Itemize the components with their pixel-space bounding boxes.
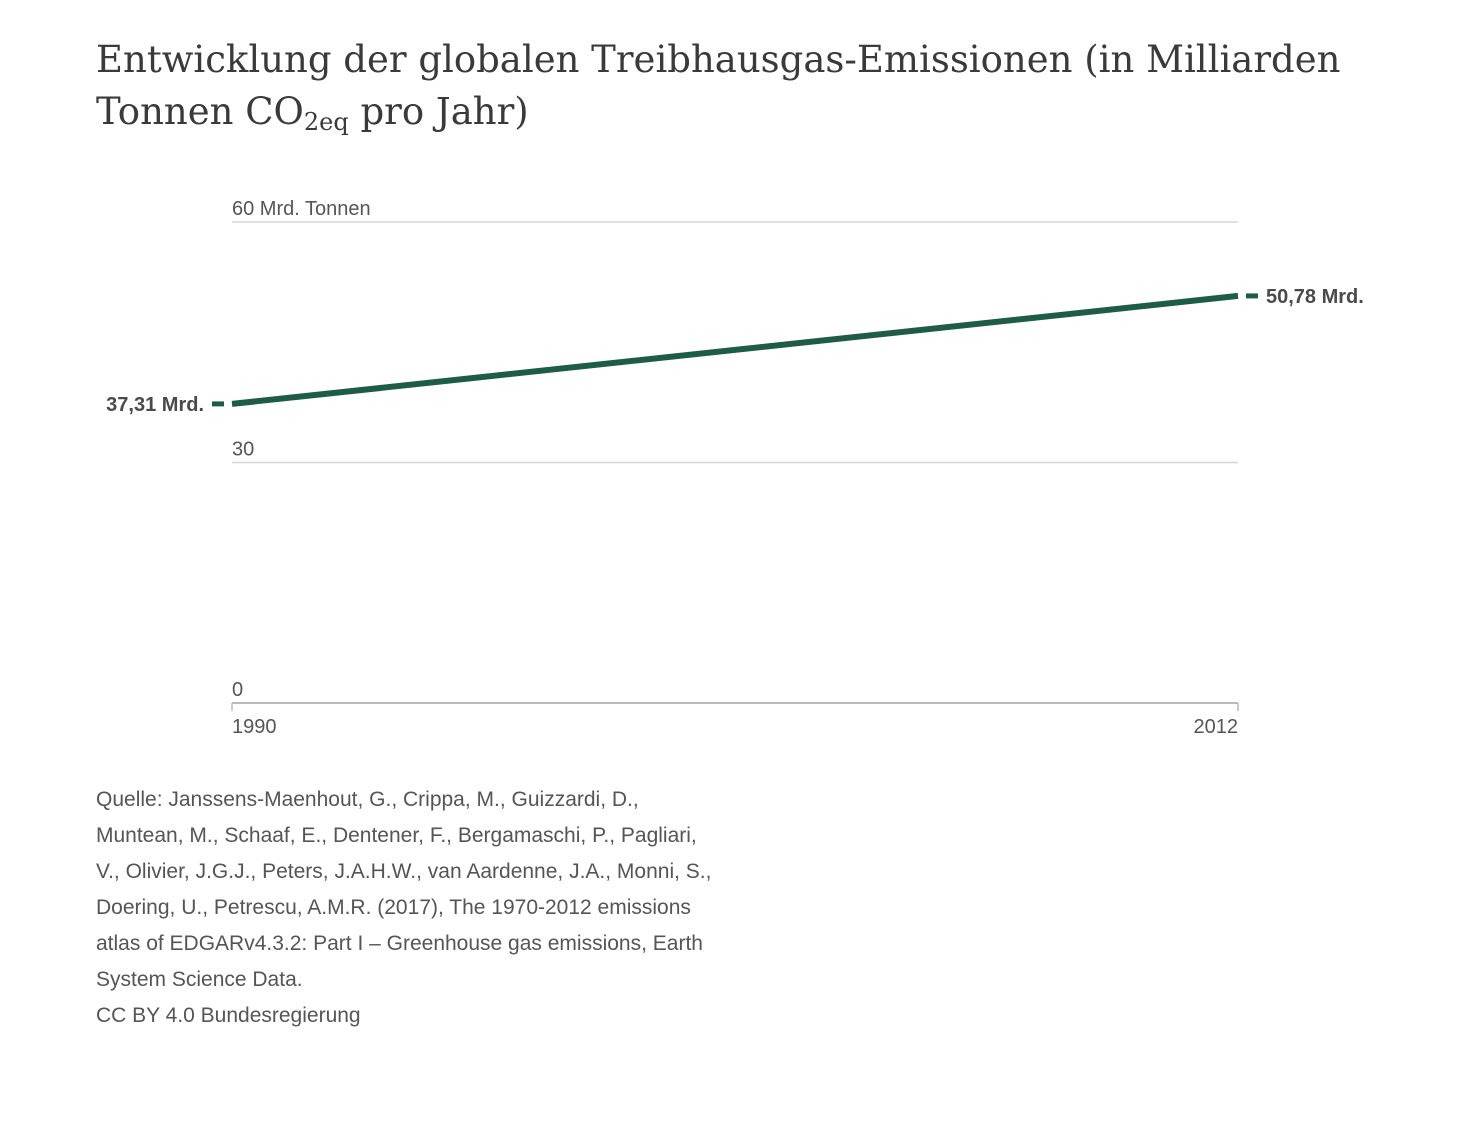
source-line: Muntean, M., Schaaf, E., Dentener, F., B…: [96, 824, 697, 847]
start-value-label: 37,31 Mrd.: [106, 394, 204, 416]
source-line: Quelle: Janssens-Maenhout, G., Crippa, M…: [96, 788, 639, 811]
line-chart: 0 30 60 Mrd. Tonnen 1990 2012 37,31 Mrd. 50,…: [106, 198, 1364, 738]
y-tick-label: 30: [232, 439, 254, 461]
chart-title-main: Entwicklung der globalen Treibhausgas-Em…: [96, 38, 1341, 133]
source-line: V., Olivier, J.G.J., Peters, J.A.H.W., v…: [96, 860, 712, 883]
series-line: [231, 292, 1239, 407]
source-line: Doering, U., Petrescu, A.M.R. (2017), Th…: [96, 896, 691, 919]
chart-title: Entwicklung der globalen Treibhausgas-Em…: [96, 34, 1396, 138]
source-note: Quelle: Janssens-Maenhout, G., Crippa, M…: [96, 782, 736, 1034]
license-text: CC BY 4.0 Bundesregierung: [96, 1004, 361, 1027]
x-tick-layer: 1990 2012: [231, 703, 1239, 738]
x-tick-label: 2012: [1194, 716, 1239, 738]
grid-layer: 0 30 60 Mrd. Tonnen: [232, 198, 1238, 704]
y-tick-label: 0: [232, 679, 243, 701]
x-tick-label: 1990: [232, 716, 277, 738]
end-value-label: 50,78 Mrd.: [1266, 286, 1364, 308]
chart-title-tail: pro Jahr): [348, 90, 529, 133]
annotation-layer: 37,31 Mrd. 50,78 Mrd.: [106, 286, 1364, 416]
source-line: System Science Data.: [96, 968, 303, 991]
series-layer: [231, 292, 1239, 407]
chart-title-subscript: 2eq: [303, 108, 349, 136]
source-line: atlas of EDGARv4.3.2: Part I – Greenhous…: [96, 932, 703, 955]
y-tick-label: 60 Mrd. Tonnen: [232, 198, 371, 220]
